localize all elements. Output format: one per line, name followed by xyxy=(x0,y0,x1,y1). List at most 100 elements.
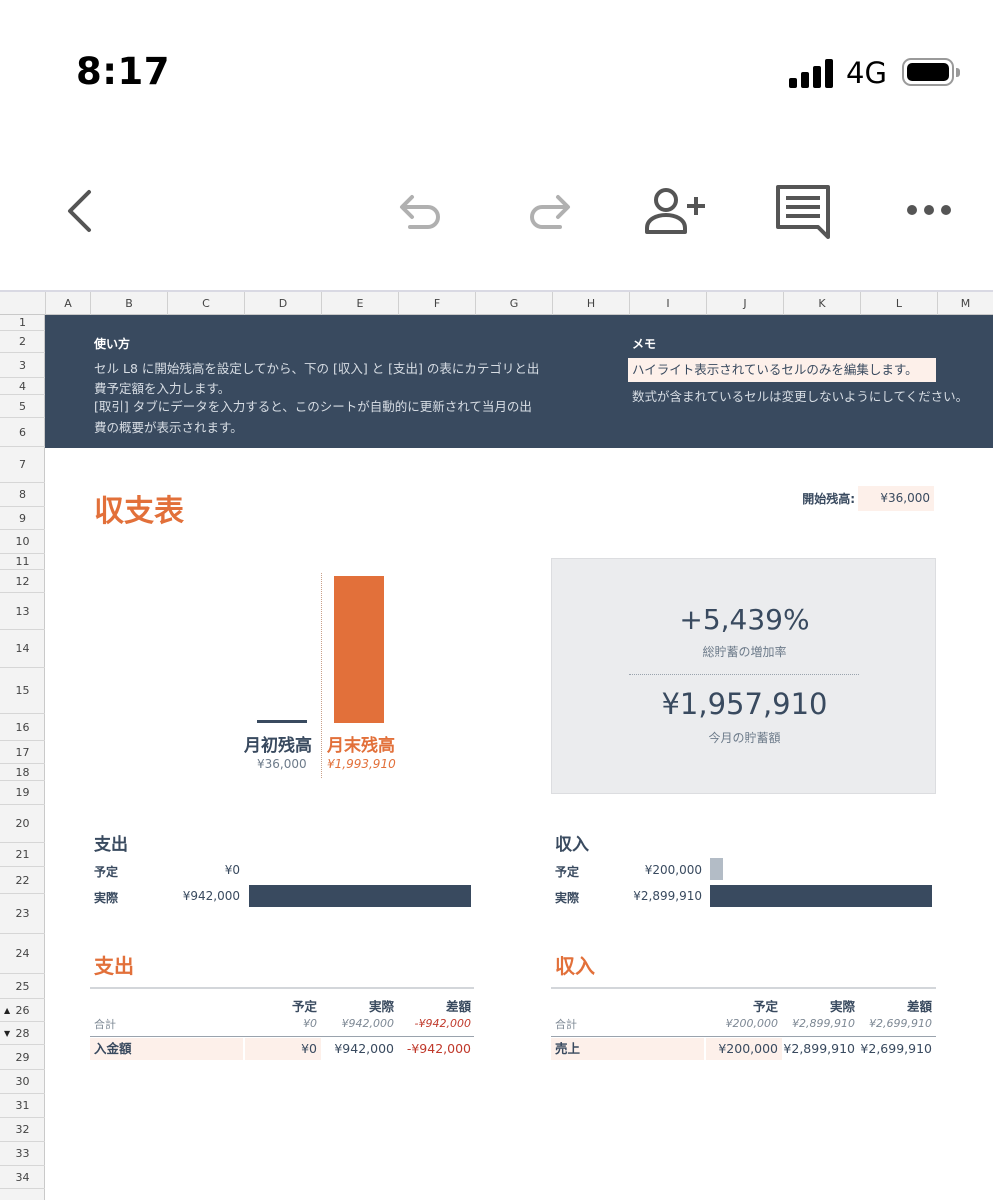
signal-icon xyxy=(789,58,835,88)
row-header-24[interactable]: 24 xyxy=(0,934,45,974)
column-header-e[interactable]: E xyxy=(321,292,398,316)
row-header-19[interactable]: 19 xyxy=(0,781,45,805)
row-header-1[interactable]: 1 xyxy=(0,315,45,331)
closing-balance-value: ¥1,993,910 xyxy=(327,757,396,771)
closing-balance-bar xyxy=(334,576,384,723)
expense-row-label[interactable]: 入金額 xyxy=(90,1038,243,1060)
row-header-31[interactable]: 31 xyxy=(0,1094,45,1118)
closing-balance-label: 月末残高 xyxy=(327,736,395,756)
chevron-left-icon[interactable] xyxy=(62,188,98,234)
collapse-down-icon[interactable]: ▼ xyxy=(4,1028,11,1038)
expense-row-planned[interactable]: ¥0 xyxy=(245,1038,321,1060)
row-header-15[interactable]: 15 xyxy=(0,668,45,714)
row-header-17[interactable]: 17 xyxy=(0,741,45,764)
column-header-b[interactable]: B xyxy=(90,292,167,316)
summary-divider xyxy=(629,674,859,675)
page-title: 収支表 xyxy=(94,494,184,529)
toolbar xyxy=(0,140,993,290)
row-header-30[interactable]: 30 xyxy=(0,1070,45,1094)
row-header-28[interactable]: 28 ▼ xyxy=(0,1022,45,1045)
row-header-34[interactable]: 34 xyxy=(0,1166,45,1189)
table-rule xyxy=(551,1036,936,1037)
row-header-32[interactable]: 32 xyxy=(0,1118,45,1142)
column-header-l[interactable]: L xyxy=(860,292,937,316)
column-header-m[interactable]: M xyxy=(937,292,993,316)
row-header-21[interactable]: 21 xyxy=(0,843,45,867)
expense-total-diff: -¥942,000 xyxy=(414,1017,471,1030)
savings-summary: +5,439% 総貯蓄の増加率 ¥1,957,910 今月の貯蓄額 xyxy=(551,558,936,794)
row-header-5[interactable]: 5 xyxy=(0,395,45,418)
column-header-g[interactable]: G xyxy=(475,292,552,316)
row-header-7[interactable]: 7 xyxy=(0,447,45,483)
row-header-9[interactable]: 9 xyxy=(0,507,45,530)
battery-icon xyxy=(902,58,960,86)
row-header-2[interactable]: 2 xyxy=(0,331,45,353)
more-icon[interactable] xyxy=(905,202,953,218)
row-header-4[interactable]: 4 xyxy=(0,378,45,395)
row-header-10[interactable]: 10 xyxy=(0,530,45,554)
redo-icon[interactable] xyxy=(524,190,574,234)
undo-icon[interactable] xyxy=(396,190,446,234)
row-header-12[interactable]: 12 xyxy=(0,570,45,593)
expense-row-diff: -¥942,000 xyxy=(406,1041,471,1056)
howto-line: 費予定額を入力します。 xyxy=(94,381,231,396)
status-bar: 8:17 4G xyxy=(0,0,993,140)
comment-icon[interactable] xyxy=(775,184,831,240)
row-header-6[interactable]: 6 xyxy=(0,418,45,447)
income-planned-label: 予定 xyxy=(555,865,580,879)
expense-header-planned: 予定 xyxy=(291,999,317,1014)
row-header-25[interactable]: 25 xyxy=(0,974,45,999)
row-header-16[interactable]: 16 xyxy=(0,714,45,741)
income-total-diff: ¥2,699,910 xyxy=(869,1017,932,1030)
income-row-planned[interactable]: ¥200,000 xyxy=(706,1038,782,1060)
income-row-diff: ¥2,699,910 xyxy=(860,1041,932,1056)
income-header-planned: 予定 xyxy=(752,999,778,1014)
row-header-22[interactable]: 22 xyxy=(0,867,45,894)
column-header-c[interactable]: C xyxy=(167,292,244,316)
network-type: 4G xyxy=(846,56,887,90)
column-header-d[interactable]: D xyxy=(244,292,321,316)
column-header-f[interactable]: F xyxy=(398,292,475,316)
row-header-13[interactable]: 13 xyxy=(0,593,45,630)
column-header-h[interactable]: H xyxy=(552,292,629,316)
howto-line: セル L8 に開始残高を設定してから、下の [収入] と [支出] の表にカテゴ… xyxy=(94,361,540,376)
collapse-up-icon[interactable]: ▲ xyxy=(4,1005,11,1015)
instructions-banner: 使い方 セル L8 に開始残高を設定してから、下の [収入] と [支出] の表… xyxy=(45,315,993,448)
row-header-33[interactable]: 33 xyxy=(0,1142,45,1166)
expense-planned-label: 予定 xyxy=(94,865,119,879)
add-person-icon[interactable] xyxy=(644,186,708,236)
expense-row-actual: ¥942,000 xyxy=(334,1041,394,1056)
income-table-title: 収入 xyxy=(555,954,595,978)
column-header-j[interactable]: J xyxy=(706,292,783,316)
column-header-i[interactable]: I xyxy=(629,292,706,316)
savings-growth-label: 総貯蓄の増加率 xyxy=(702,645,787,659)
row-header-23[interactable]: 23 xyxy=(0,894,45,934)
row-header-14[interactable]: 14 xyxy=(0,630,45,668)
table-rule xyxy=(90,1036,474,1037)
row-header-18[interactable]: 18 xyxy=(0,764,45,781)
row-header-3[interactable]: 3 xyxy=(0,353,45,378)
expense-table-title: 支出 xyxy=(94,954,134,978)
howto-line: [取引] タブにデータを入力すると、このシートが自動的に更新されて当月の出 xyxy=(94,399,532,414)
row-header-20[interactable]: 20 xyxy=(0,805,45,843)
start-balance-input[interactable]: ¥36,000 xyxy=(858,486,934,511)
row-header-29[interactable]: 29 xyxy=(0,1045,45,1070)
row-header-8[interactable]: 8 xyxy=(0,483,45,507)
opening-balance-bar xyxy=(257,720,307,723)
column-header-k[interactable]: K xyxy=(783,292,860,316)
status-time: 8:17 xyxy=(76,50,171,93)
income-actual-bar xyxy=(710,885,932,907)
column-header-a[interactable]: A xyxy=(45,292,90,316)
row-header-26[interactable]: 26 ▲ xyxy=(0,999,45,1022)
income-row-label[interactable]: 売上 xyxy=(551,1038,704,1060)
start-balance-label: 開始残高: xyxy=(802,492,855,506)
memo-highlight: ハイライト表示されているセルのみを編集します。 xyxy=(628,358,936,382)
income-header-diff: 差額 xyxy=(906,999,932,1014)
memo-line: 数式が含まれているセルは変更しないようにしてください。 xyxy=(632,389,969,404)
income-total-planned: ¥200,000 xyxy=(725,1017,779,1030)
monthly-savings: ¥1,957,910 xyxy=(661,687,828,721)
row-header-11[interactable]: 11 xyxy=(0,554,45,570)
expense-header-actual: 実際 xyxy=(368,999,394,1014)
